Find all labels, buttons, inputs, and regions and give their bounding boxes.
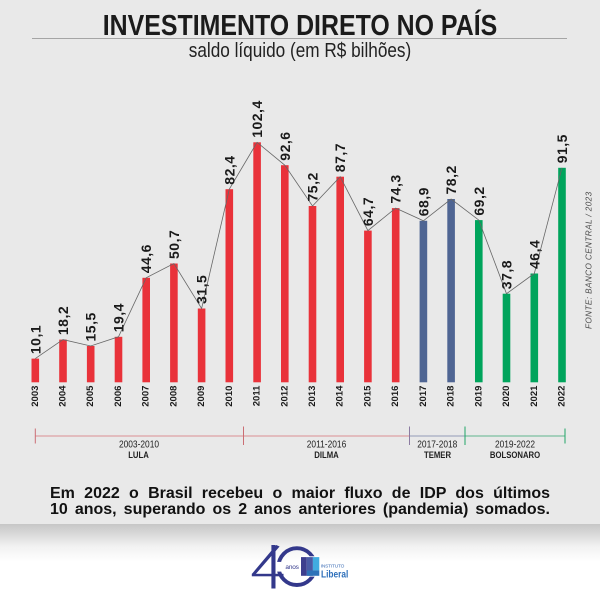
svg-text:anos: anos	[285, 564, 299, 571]
svg-text:2019: 2019	[473, 386, 484, 407]
svg-text:44,6: 44,6	[138, 244, 154, 273]
svg-text:75,2: 75,2	[305, 172, 321, 201]
svg-text:BOLSONARO: BOLSONARO	[490, 449, 541, 460]
svg-text:TEMER: TEMER	[424, 449, 451, 460]
svg-text:2020: 2020	[501, 386, 512, 407]
svg-text:2013: 2013	[307, 386, 318, 407]
svg-text:82,4: 82,4	[221, 155, 237, 184]
svg-text:2012: 2012	[279, 386, 290, 407]
svg-text:2009: 2009	[196, 386, 207, 407]
svg-text:2015: 2015	[362, 385, 373, 407]
svg-text:92,6: 92,6	[277, 131, 293, 160]
svg-text:2005: 2005	[85, 385, 96, 407]
svg-text:2011-2016: 2011-2016	[307, 439, 346, 450]
svg-text:2003: 2003	[30, 386, 41, 407]
svg-text:2011: 2011	[252, 385, 263, 406]
svg-text:2018: 2018	[446, 386, 457, 407]
svg-text:2021: 2021	[529, 385, 540, 407]
svg-text:46,4: 46,4	[526, 240, 542, 269]
svg-text:2008: 2008	[168, 386, 179, 407]
svg-text:Liberal: Liberal	[321, 568, 348, 580]
svg-text:INSTITUTO: INSTITUTO	[321, 563, 346, 569]
svg-text:2010: 2010	[224, 386, 235, 407]
svg-text:2007: 2007	[141, 386, 152, 407]
svg-text:2006: 2006	[113, 386, 124, 407]
svg-text:2014: 2014	[335, 385, 346, 407]
svg-text:2019-2022: 2019-2022	[495, 439, 535, 450]
svg-text:37,8: 37,8	[499, 260, 515, 289]
svg-text:31,5: 31,5	[194, 275, 210, 304]
svg-text:2004: 2004	[58, 385, 69, 407]
svg-text:68,9: 68,9	[415, 187, 431, 216]
svg-text:64,7: 64,7	[360, 197, 376, 226]
svg-text:102,4: 102,4	[249, 100, 265, 138]
svg-text:2003-2010: 2003-2010	[119, 439, 159, 450]
svg-text:69,2: 69,2	[471, 186, 487, 215]
svg-text:2017: 2017	[418, 386, 429, 407]
svg-text:FONTE: BANCO CENTRAL / 2023: FONTE: BANCO CENTRAL / 2023	[585, 191, 594, 329]
svg-text:18,2: 18,2	[55, 306, 71, 335]
svg-text:LULA: LULA	[128, 449, 149, 460]
svg-text:2022: 2022	[557, 386, 568, 407]
svg-text:DILMA: DILMA	[314, 449, 338, 460]
svg-text:91,5: 91,5	[554, 134, 570, 163]
svg-text:74,3: 74,3	[388, 174, 404, 203]
svg-text:15,5: 15,5	[83, 312, 99, 341]
svg-text:87,7: 87,7	[332, 143, 348, 172]
svg-text:2016: 2016	[390, 386, 401, 407]
svg-text:78,2: 78,2	[443, 165, 459, 194]
svg-text:2017-2018: 2017-2018	[417, 439, 457, 450]
svg-text:50,7: 50,7	[166, 230, 182, 259]
svg-text:19,4: 19,4	[111, 303, 127, 332]
svg-text:10,1: 10,1	[27, 325, 43, 354]
